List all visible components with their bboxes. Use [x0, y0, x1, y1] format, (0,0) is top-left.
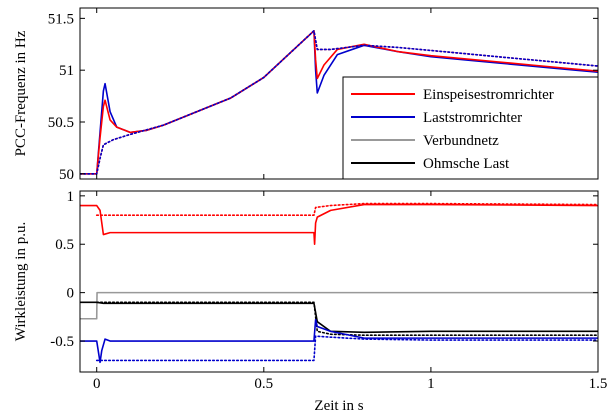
- y-tick-label: 50.5: [48, 115, 74, 131]
- y-tick-label: 51.5: [48, 11, 74, 27]
- series-line-4-dotted: [80, 30, 598, 175]
- series-line-5-dotted: [95, 301, 598, 337]
- series-line-1-solid: [80, 291, 598, 320]
- legend: Einspeisestromrichter Laststromrichter Ver…: [342, 76, 599, 180]
- plot-panel-2: 0 0.5 1 1.5 -0.5 0 0.5 1 Wirkleistung in p.u. Zei…: [13, 189, 607, 414]
- x-tick-label: 0: [93, 376, 101, 392]
- x-tick-label: 1: [427, 376, 435, 392]
- legend-label-3: Verbundnetz: [423, 133, 499, 149]
- series-line-2-solid: [80, 30, 598, 175]
- series-line-2-solid: [80, 203, 598, 246]
- series-line-6-solid: [80, 318, 598, 364]
- y-tick-label: 1: [67, 189, 75, 205]
- x-axis-label: Zeit in s: [314, 398, 363, 414]
- plot-frame: [79, 190, 599, 373]
- legend-label-2: Laststromrichter: [423, 110, 522, 126]
- series-line-4-solid: [80, 301, 598, 334]
- x-tick-label: 1.5: [589, 376, 608, 392]
- series-line-3-dotted: [95, 202, 598, 216]
- y-axis-label: PCC-Frequenz in Hz: [13, 30, 29, 156]
- legend-label-1: Einspeisestromrichter: [423, 87, 554, 103]
- legend-label-4: Ohmsche Last: [423, 156, 510, 172]
- y-tick-label: 0.5: [55, 237, 74, 253]
- y-tick-label: -0.5: [50, 334, 74, 350]
- series-group: [80, 202, 598, 364]
- x-tick-label: 0.5: [254, 376, 273, 392]
- y-tick-label: 51: [59, 63, 74, 79]
- series-group: [80, 30, 598, 175]
- y-tick-label: 0: [67, 286, 75, 302]
- series-line-7-dotted: [95, 335, 598, 362]
- plot-panel-1: 50 50.5 51 51.5 PCC-Frequenz in Hz Einspeises…: [13, 7, 599, 183]
- y-tick-label: 50: [59, 167, 74, 183]
- y-axis-label: Wirkleistung in p.u.: [13, 222, 29, 341]
